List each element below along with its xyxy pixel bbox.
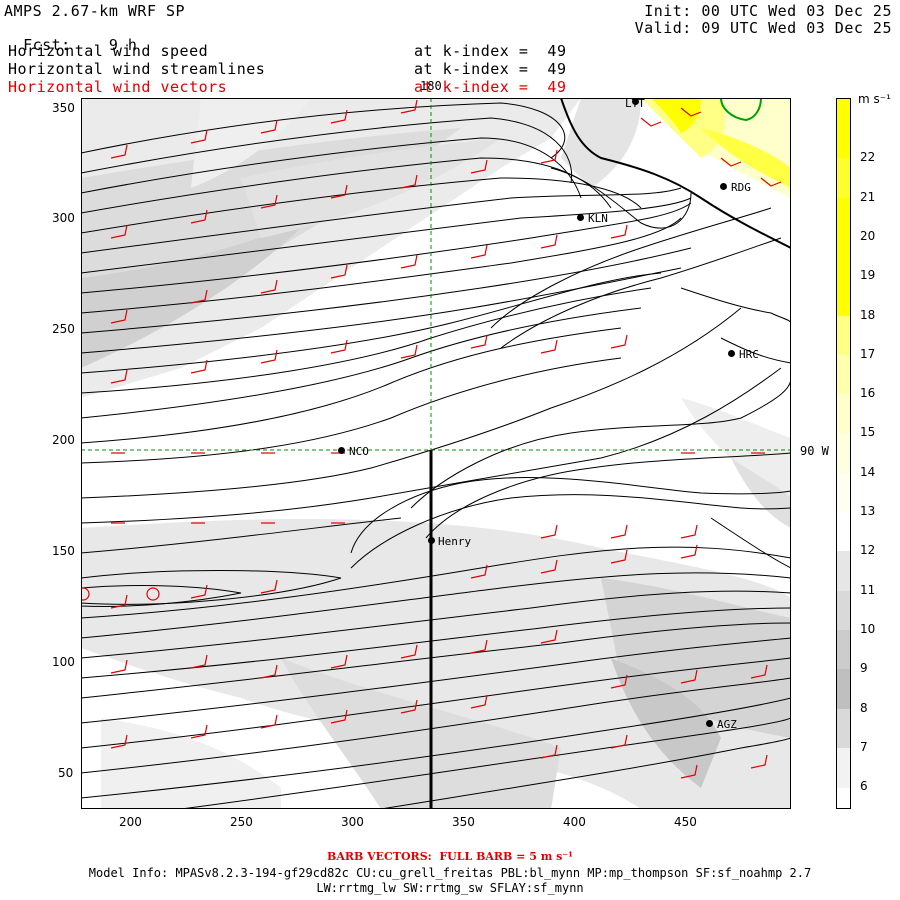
colorbar-segment xyxy=(837,669,850,710)
colorbar-label: 19 xyxy=(860,268,876,283)
station-dot-henry xyxy=(428,537,435,544)
forecast-hour: 9 h xyxy=(108,36,138,54)
colorbar-segment xyxy=(837,158,850,199)
colorbar-segment xyxy=(837,119,850,160)
station-label-agz: AGZ xyxy=(717,718,737,731)
colorbar-label: 10 xyxy=(860,621,876,636)
station-dot-agz xyxy=(706,720,713,727)
colorbar-segment xyxy=(837,354,850,396)
colorbar-label: 9 xyxy=(860,661,868,676)
streamlines xyxy=(81,102,791,809)
y-tick: 200 xyxy=(52,433,75,447)
colorbar-unit: m s⁻¹ xyxy=(858,92,891,106)
station-dot-kln xyxy=(577,214,584,221)
colorbar-segment xyxy=(837,315,850,356)
colorbar-label: 6 xyxy=(860,779,868,794)
meridian-label-180: 180 xyxy=(420,79,442,93)
colorbar-segment xyxy=(837,276,850,317)
colorbar-label: 21 xyxy=(860,189,876,204)
field-level-speed: at k-index = 49 xyxy=(414,42,567,60)
colorbar-segment xyxy=(837,551,850,592)
field-level-streamlines: at k-index = 49 xyxy=(414,60,567,78)
station-dot-rdg xyxy=(720,183,727,190)
colorbar-segment xyxy=(837,197,850,238)
colorbar-segment xyxy=(837,708,850,749)
station-label-nco: NCO xyxy=(349,445,369,458)
x-tick: 300 xyxy=(341,815,364,829)
wind-barbs xyxy=(81,99,782,779)
colorbar-label: 18 xyxy=(860,307,876,322)
colorbar-label: 17 xyxy=(860,346,876,361)
x-tick: 250 xyxy=(230,815,253,829)
field-label-speed: Horizontal wind speed xyxy=(8,42,209,60)
forecast-label-text: Fcst: xyxy=(23,36,71,54)
model-title: AMPS 2.67-km WRF SP xyxy=(4,2,186,20)
y-tick: 50 xyxy=(58,766,74,780)
x-tick: 200 xyxy=(119,815,142,829)
valid-time: Valid: 09 UTC Wed 03 Dec 25 xyxy=(634,19,892,37)
colorbar-label: 13 xyxy=(860,504,876,518)
colorbar-label: 14 xyxy=(860,464,876,479)
meridian-label-90w: 90 W xyxy=(800,444,829,458)
field-level-vectors: at k-index = 49 xyxy=(414,78,567,96)
forecast-label: Fcst: 9 h xyxy=(4,20,137,54)
colorbar-segment xyxy=(837,236,850,278)
y-tick: 250 xyxy=(52,322,75,336)
colorbar-label: 8 xyxy=(860,700,868,715)
station-dot-nco xyxy=(338,447,345,454)
station-label-henry: Henry xyxy=(438,535,472,548)
colorbar-segment xyxy=(837,629,850,671)
colorbar-segment xyxy=(837,433,850,474)
station-label-hrc: HRC xyxy=(739,348,759,361)
colorbar-segment xyxy=(837,512,850,553)
init-time: Init: 00 UTC Wed 03 Dec 25 xyxy=(644,2,892,20)
colorbar-label: 15 xyxy=(860,425,876,440)
x-tick: 400 xyxy=(563,815,586,829)
colorbar-label: 20 xyxy=(860,228,876,243)
station-label-rdg: RDG xyxy=(731,181,751,194)
colorbar-label: 16 xyxy=(860,386,876,401)
field-label-streamlines: Horizontal wind streamlines xyxy=(8,60,266,78)
colorbar-label: 11 xyxy=(860,582,876,597)
model-info-line2: LW:rrtmg_lw SW:rrtmg_sw SFLAY:sf_mynn xyxy=(316,881,584,895)
station-label-kln: KLN xyxy=(588,212,608,225)
field-label-vectors: Horizontal wind vectors xyxy=(8,78,228,96)
wind-map xyxy=(81,98,791,809)
model-info: Model Info: MPASv8.2.3-194-gf29cd82c CU:… xyxy=(88,866,812,880)
colorbar-label: 7 xyxy=(860,739,868,754)
colorbar-segment xyxy=(837,472,850,513)
colorbar-segment xyxy=(837,590,850,631)
x-tick: 350 xyxy=(452,815,475,829)
barb-legend: BARB VECTORS: FULL BARB = 5 m s⁻¹ xyxy=(327,850,573,863)
x-tick: 450 xyxy=(674,815,697,829)
colorbar-label: 22 xyxy=(860,150,876,165)
colorbar xyxy=(836,98,851,809)
station-label-lyt: LYT xyxy=(625,97,645,110)
y-tick: 300 xyxy=(52,211,75,225)
y-tick: 350 xyxy=(52,101,75,115)
colorbar-segment xyxy=(837,394,850,435)
colorbar-segment xyxy=(837,747,850,789)
colorbar-label: 12 xyxy=(860,543,876,558)
station-dot-lyt xyxy=(632,98,639,105)
y-tick: 150 xyxy=(52,544,75,558)
station-dot-hrc xyxy=(728,350,735,357)
y-tick: 100 xyxy=(52,655,75,669)
colorbar-segment xyxy=(837,99,850,119)
